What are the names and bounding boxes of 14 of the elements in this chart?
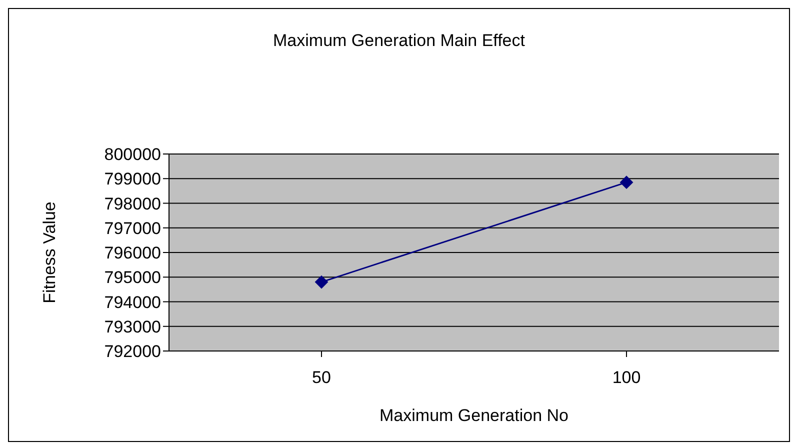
x-tick-label: 100	[612, 368, 641, 388]
x-tick-label: 50	[312, 368, 331, 388]
chart-title: Maximum Generation Main Effect	[272, 31, 526, 51]
y-tick-label: 795000	[104, 268, 161, 288]
y-tick-label: 796000	[104, 244, 161, 263]
y-tick-label: 798000	[104, 194, 161, 214]
y-axis-title: Fitness Value	[40, 202, 60, 304]
y-tick-label: 792000	[104, 342, 161, 362]
y-tick-label: 793000	[104, 317, 161, 336]
x-axis-title: Maximum Generation No	[380, 406, 568, 425]
y-tick-label: 794000	[104, 292, 161, 312]
y-tick-label: 800000	[104, 145, 161, 164]
y-tick-label: 799000	[104, 170, 161, 189]
y-tick-label: 797000	[104, 218, 161, 238]
